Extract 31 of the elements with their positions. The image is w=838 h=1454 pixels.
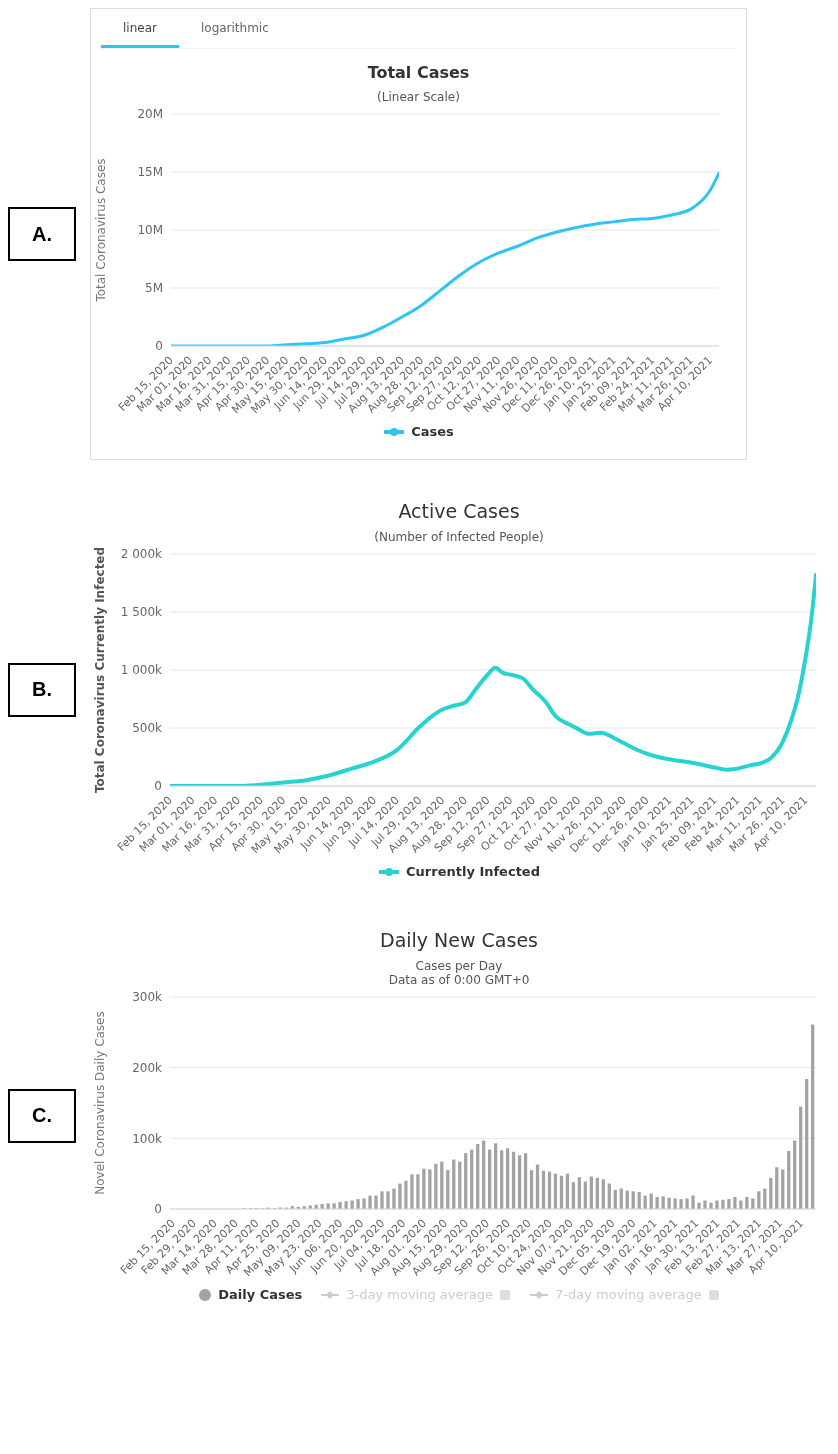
y-tick-label: 15M bbox=[137, 165, 163, 180]
y-tick-label: 1 500k bbox=[120, 605, 163, 620]
y-tick-label: 5M bbox=[145, 281, 163, 296]
legend-label: Daily Cases bbox=[217, 1287, 303, 1302]
text: C. bbox=[8, 1088, 76, 1143]
y-tick-label: 20M bbox=[137, 107, 163, 122]
y-tick-label: 1 000k bbox=[120, 663, 163, 678]
y-tick-label: 10M bbox=[137, 223, 163, 238]
text: linear bbox=[101, 9, 179, 48]
chart-subtitle: Cases per Day Data as of 0:00 GMT+0 bbox=[387, 959, 531, 987]
chart-title: Total Cases bbox=[366, 63, 471, 82]
text: logarithmic bbox=[199, 20, 270, 37]
chart-title: Daily New Cases bbox=[379, 929, 539, 951]
y-tick-label: 500k bbox=[132, 721, 163, 736]
chart-title: Active Cases bbox=[397, 500, 521, 522]
chart-subtitle: (Number of Infected People) bbox=[373, 530, 545, 544]
y-axis-title: Novel Coronavirus Daily Cases bbox=[93, 1011, 108, 1195]
y-axis-title: Total Coronavirus Currently Infected bbox=[93, 546, 108, 794]
y-tick-label: 200k bbox=[132, 1060, 163, 1075]
y-tick-label: 0 bbox=[154, 1202, 162, 1217]
y-tick-label: 100k bbox=[132, 1131, 163, 1146]
y-tick-label: 0 bbox=[154, 779, 162, 794]
y-tick-label: 0 bbox=[155, 339, 163, 354]
legend-label: Currently Infected bbox=[405, 864, 540, 879]
text: A. bbox=[8, 207, 76, 261]
y-tick-label: 2 000k bbox=[120, 547, 163, 562]
y-tick-label: 300k bbox=[132, 990, 163, 1005]
chart-subtitle: (Linear Scale) bbox=[376, 90, 461, 104]
y-axis-title: Total Coronavirus Cases bbox=[94, 158, 109, 303]
legend-label: Cases bbox=[410, 424, 454, 439]
text: B. bbox=[8, 662, 76, 717]
